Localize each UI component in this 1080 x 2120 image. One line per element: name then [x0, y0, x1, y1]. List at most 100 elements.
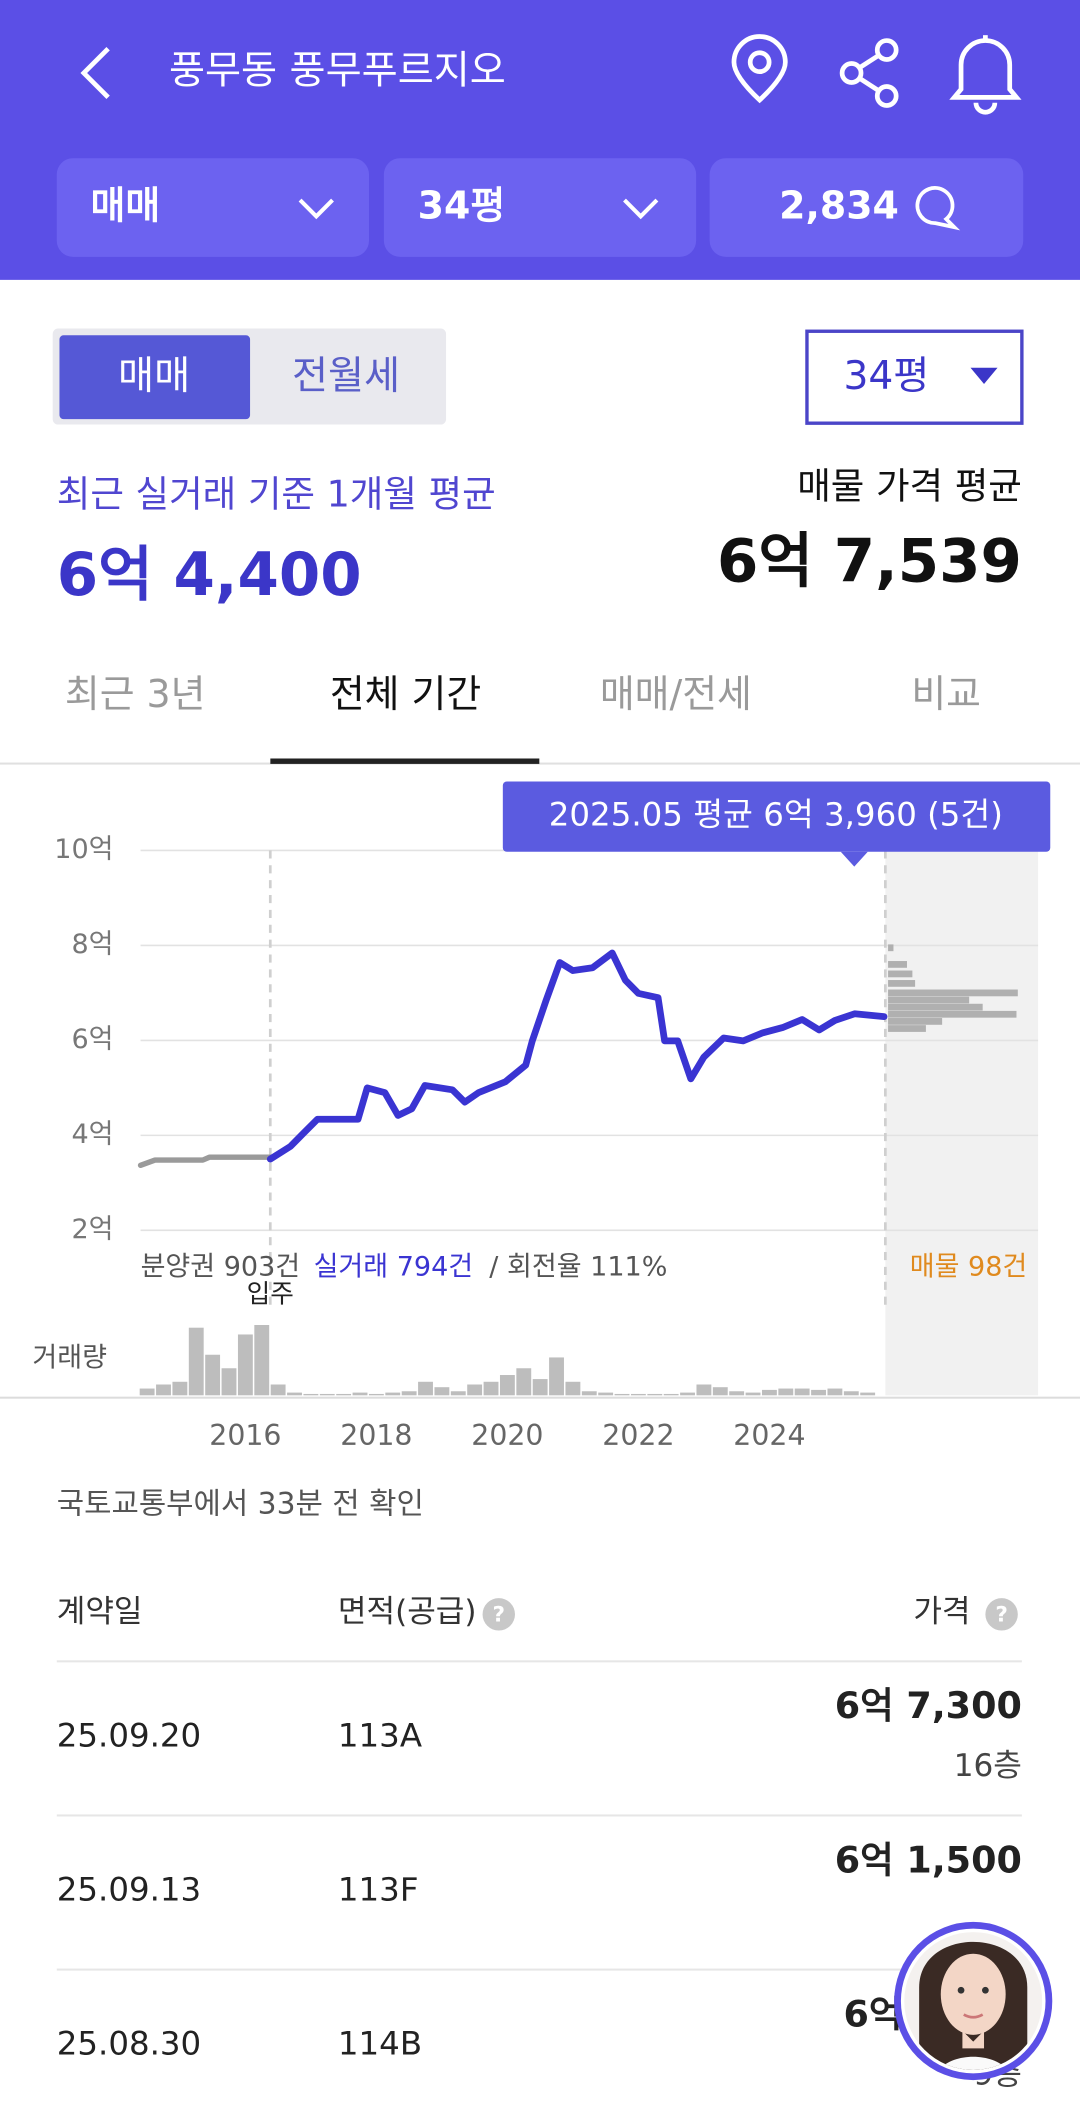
comment-count: 2,834	[779, 184, 899, 228]
size-filter[interactable]	[383, 158, 697, 257]
volume-bar	[630, 1393, 646, 1396]
table-header: 가격	[913, 1594, 970, 1630]
volume-bar	[811, 1389, 826, 1396]
price-line	[137, 1154, 273, 1168]
volume-bar	[516, 1368, 532, 1396]
volume-bar	[696, 1384, 712, 1396]
help-icon[interactable]	[985, 1598, 1018, 1631]
volume-bar	[663, 1393, 679, 1396]
back-button[interactable]	[80, 47, 110, 100]
volume-bar	[319, 1393, 335, 1396]
tab[interactable]: 비교	[911, 672, 981, 716]
volume-bar	[745, 1392, 761, 1396]
agent-avatar[interactable]	[892, 1920, 1054, 2082]
volume-bar	[434, 1387, 450, 1396]
x-tick-label: 2022	[602, 1419, 674, 1452]
chevron	[623, 198, 659, 220]
help-mark: ?	[995, 1603, 1008, 1628]
recent-label: 최근 실거래 기준 1개월 평균	[57, 473, 496, 516]
table-row[interactable]: 25.08.30 114B 6억 9층	[57, 1992, 1022, 2092]
table-header: 계약일	[57, 1594, 143, 1630]
volume-bar	[598, 1392, 614, 1396]
y-tick-label: 8억	[72, 929, 114, 960]
area: 114B	[338, 2025, 422, 2063]
listing-bar	[888, 989, 1018, 997]
volume-bar	[729, 1391, 745, 1396]
legend-trades: 실거래 794건	[314, 1252, 474, 1283]
volume-bar	[843, 1391, 859, 1396]
row-divider	[56, 1660, 1022, 1663]
toggle-selected[interactable]	[59, 335, 251, 420]
header-title: 풍무동 풍무푸르지오	[169, 49, 506, 94]
volume-bar	[499, 1375, 515, 1396]
listing-bar	[888, 1018, 943, 1025]
comment-icon	[915, 186, 961, 231]
area: 113A	[338, 1716, 422, 1754]
volume-bar	[270, 1384, 286, 1396]
volume-bar	[385, 1392, 401, 1396]
volume-bar	[352, 1392, 368, 1396]
volume-bar	[614, 1393, 630, 1396]
x-tick-label: 2016	[209, 1419, 281, 1452]
listing-bar	[888, 944, 894, 952]
volume-bar	[172, 1381, 188, 1396]
table-header: 면적(공급)	[338, 1594, 477, 1630]
legend-presale: 분양권 903건	[141, 1252, 301, 1283]
date: 25.09.13	[57, 1871, 201, 1909]
volume-bar	[794, 1388, 810, 1396]
listing-bar	[888, 1010, 1017, 1018]
chevron	[298, 198, 334, 220]
volume-bar	[680, 1392, 695, 1396]
help-mark: ?	[493, 1603, 506, 1628]
annotation: 입주	[247, 1280, 294, 1310]
help-icon[interactable]	[482, 1598, 515, 1631]
tab-divider	[0, 762, 1080, 765]
listing-bar	[888, 970, 913, 978]
date: 25.08.30	[57, 2025, 201, 2063]
tab-selected[interactable]: 전체 기간	[330, 672, 481, 716]
x-tick-label: 2018	[340, 1419, 412, 1452]
listing-bar	[888, 1025, 926, 1032]
volume-bar	[450, 1391, 466, 1396]
y-tick-label: 6억	[72, 1024, 114, 1055]
table-row[interactable]: 25.09.20 113A 6억 7,300 16층	[57, 1684, 1022, 1784]
volume-bar	[712, 1387, 728, 1396]
volume-bar	[483, 1381, 499, 1396]
x-tick-label: 2020	[471, 1419, 543, 1452]
comments-button[interactable]	[709, 158, 1024, 257]
turnover: / 회전율 111%	[489, 1252, 667, 1283]
volume-bar	[860, 1392, 876, 1396]
table-row[interactable]: 25.09.13 113F 6억 1,500	[57, 1838, 1022, 1908]
listing-avg-label: 매물 가격 평균	[797, 465, 1022, 508]
size-dropdown[interactable]	[805, 329, 1024, 425]
filter-label: 34평	[418, 184, 505, 228]
listing-bar	[888, 961, 907, 968]
location-icon[interactable]	[731, 34, 788, 104]
volume-bar	[549, 1357, 564, 1396]
listing-bar	[888, 1003, 983, 1011]
volume-bar	[418, 1381, 433, 1396]
tab[interactable]: 매매/전세	[600, 672, 752, 716]
volume-bar	[156, 1384, 171, 1396]
filter-label: 매매	[91, 184, 161, 228]
tab-underline	[270, 758, 540, 764]
bell-icon[interactable]	[949, 35, 1022, 115]
tooltip-box	[502, 781, 1051, 852]
area: 113F	[338, 1871, 419, 1909]
source-note: 국토교통부에서 33분 전 확인	[57, 1486, 424, 1521]
listing-avg-price: 6억 7,539	[717, 527, 1022, 596]
share-icon[interactable]	[839, 38, 899, 108]
volume-bar	[827, 1388, 843, 1396]
volume-bar	[254, 1325, 270, 1396]
volume-bar	[581, 1391, 597, 1396]
listing-bar	[888, 996, 970, 1004]
tab[interactable]: 최근 3년	[65, 672, 206, 716]
volume-bar	[401, 1391, 417, 1396]
volume-bar	[565, 1381, 581, 1396]
deal-filter[interactable]	[56, 158, 370, 257]
price: 6억	[843, 1992, 902, 2035]
tooltip-arrow	[840, 851, 868, 867]
toggle-label[interactable]: 전월세	[292, 354, 400, 399]
